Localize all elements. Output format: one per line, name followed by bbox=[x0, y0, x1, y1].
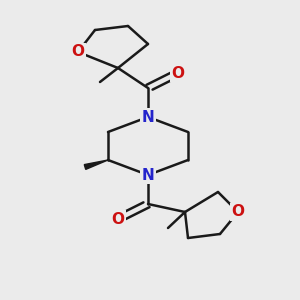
Text: O: O bbox=[232, 205, 244, 220]
Text: O: O bbox=[172, 65, 184, 80]
Text: O: O bbox=[112, 212, 124, 226]
Polygon shape bbox=[84, 160, 108, 169]
Text: N: N bbox=[142, 167, 154, 182]
Text: O: O bbox=[71, 44, 85, 59]
Text: N: N bbox=[142, 110, 154, 124]
